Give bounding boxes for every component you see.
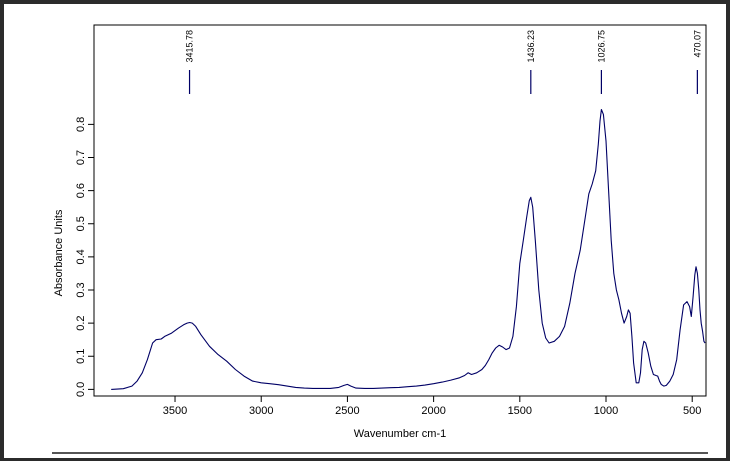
x-axis-label: Wavenumber cm-1	[354, 428, 447, 440]
y-tick-label: 0.2	[75, 315, 87, 330]
frame-inner-line	[52, 452, 708, 454]
peak-label: 1436.23	[526, 30, 536, 63]
y-tick-label: 0.1	[75, 349, 87, 364]
y-axis: 0.0 0.1 0.2 0.3 0.4 0.5 0.6 0.7 0.8	[75, 117, 94, 397]
x-tick-label: 1000	[594, 405, 618, 417]
peak-markers: 3415.78 1436.23 1026.75 470.07	[185, 30, 702, 94]
x-axis: 3500 3000 2500 2000 1500 1000 500	[163, 396, 701, 417]
series-layer	[111, 108, 706, 390]
y-tick-label: 0.5	[75, 216, 87, 231]
plot-area	[93, 24, 707, 397]
x-tick-label: 2500	[335, 405, 359, 417]
peak-label: 1026.75	[596, 30, 606, 63]
x-tick-label: 2000	[421, 405, 445, 417]
peak-label: 3415.78	[185, 30, 195, 63]
y-tick-label: 0.6	[75, 183, 87, 198]
frame-border-top	[0, 0, 730, 4]
spectrum-line-0	[111, 108, 706, 390]
frame-border-right	[726, 0, 730, 461]
peak-label: 470.07	[692, 30, 702, 58]
frame-border-bottom	[0, 458, 730, 461]
y-tick-label: 0.0	[75, 382, 87, 397]
y-tick-label: 0.4	[75, 249, 87, 264]
y-tick-label: 0.7	[75, 150, 87, 165]
y-axis-label: Absorbance Units	[53, 209, 65, 296]
x-tick-label: 3000	[249, 405, 273, 417]
x-tick-label: 3500	[163, 405, 187, 417]
y-tick-label: 0.3	[75, 282, 87, 297]
x-tick-label: 1500	[508, 405, 532, 417]
y-tick-label: 0.8	[75, 117, 87, 132]
frame-border-left	[0, 0, 4, 461]
x-tick-label: 500	[683, 405, 701, 417]
